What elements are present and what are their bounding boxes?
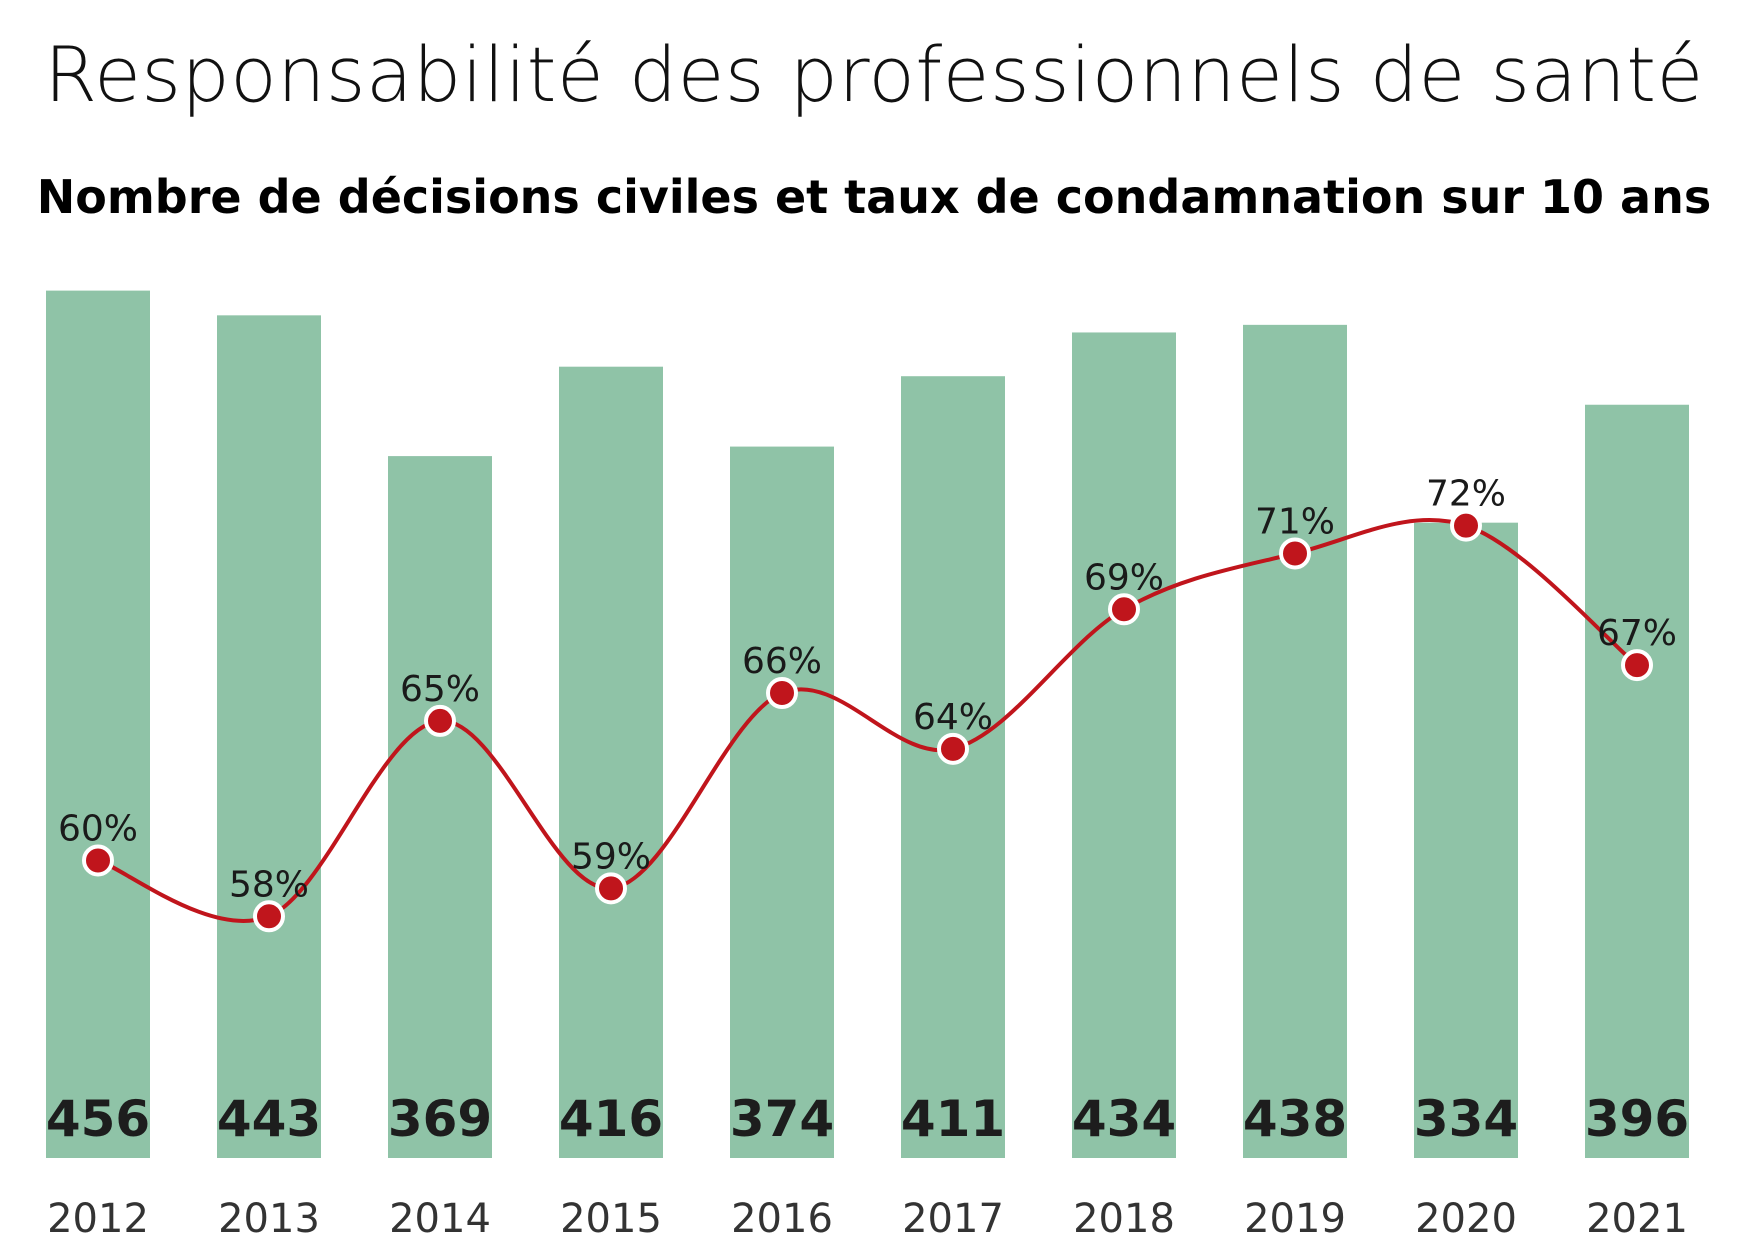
rate-point-2013	[253, 900, 285, 933]
rate-points	[82, 509, 1653, 933]
chart-subtitle: Nombre de décisions civiles et taux de c…	[36, 170, 1712, 224]
x-tick-2018: 2018	[1073, 1196, 1175, 1240]
x-tick-2019: 2019	[1244, 1196, 1346, 1240]
rate-label-2013: 58%	[229, 864, 309, 905]
rate-point-2016	[766, 677, 798, 710]
rate-label-2018: 69%	[1084, 557, 1164, 598]
bar-value-2020: 334	[1414, 1090, 1518, 1148]
bar-value-2014: 369	[388, 1090, 492, 1148]
bar-value-2019: 438	[1243, 1090, 1347, 1148]
bar-2018	[1072, 332, 1176, 1158]
bar-value-2016: 374	[730, 1090, 834, 1148]
rate-label-2015: 59%	[571, 836, 651, 877]
bar-2019	[1243, 324, 1347, 1158]
bar-2017	[901, 376, 1005, 1158]
rate-label-2017: 64%	[913, 697, 993, 738]
bar-2013	[217, 315, 321, 1159]
rate-label-2019: 71%	[1255, 501, 1335, 542]
x-tick-2013: 2013	[218, 1196, 320, 1240]
x-tick-2017: 2017	[902, 1196, 1004, 1240]
x-tick-2021: 2021	[1586, 1196, 1688, 1240]
bar-value-2012: 456	[46, 1090, 150, 1148]
x-axis-labels: 2012 2013 2014 2015 2016 2017 2018 2019 2020 2021	[47, 1196, 1688, 1240]
bar-series	[46, 290, 1689, 1159]
x-tick-2012: 2012	[47, 1196, 149, 1240]
rate-point-2021	[1621, 649, 1653, 682]
rate-label-2021: 67%	[1597, 613, 1677, 654]
x-tick-2015: 2015	[560, 1196, 662, 1240]
rate-point-2019	[1279, 537, 1311, 570]
rate-point-2018	[1108, 593, 1140, 626]
rate-point-2017	[937, 732, 969, 765]
rate-point-2015	[595, 872, 627, 905]
bar-value-2015: 416	[559, 1090, 663, 1148]
rate-point-2020	[1450, 509, 1482, 542]
chart-title: Responsabilité des professionnels de san…	[44, 30, 1704, 119]
x-tick-2016: 2016	[731, 1196, 833, 1240]
bar-2020	[1414, 522, 1518, 1158]
bar-value-2018: 434	[1072, 1090, 1176, 1148]
bar-value-2013: 443	[217, 1090, 321, 1148]
bar-2012	[46, 290, 150, 1158]
bar-2021	[1585, 404, 1689, 1158]
rate-label-2012: 60%	[58, 808, 138, 849]
rate-point-2012	[82, 844, 114, 877]
bar-value-labels: 456 443 369 416 374 411 434 438 334 396	[46, 1090, 1689, 1148]
rate-label-2014: 65%	[400, 669, 480, 710]
rate-labels: 60% 58% 65% 59% 66% 64% 69% 71% 72% 67%	[58, 474, 1677, 906]
x-tick-2020: 2020	[1415, 1196, 1517, 1240]
rate-label-2016: 66%	[742, 641, 822, 682]
bar-2014	[388, 456, 492, 1158]
bar-value-2017: 411	[901, 1090, 1005, 1148]
x-tick-2014: 2014	[389, 1196, 491, 1240]
bar-value-2021: 396	[1585, 1090, 1689, 1148]
rate-line	[97, 517, 1639, 923]
bar-2016	[730, 446, 834, 1159]
bar-2015	[559, 366, 663, 1158]
rate-point-2014	[424, 704, 456, 737]
rate-label-2020: 72%	[1426, 474, 1506, 515]
